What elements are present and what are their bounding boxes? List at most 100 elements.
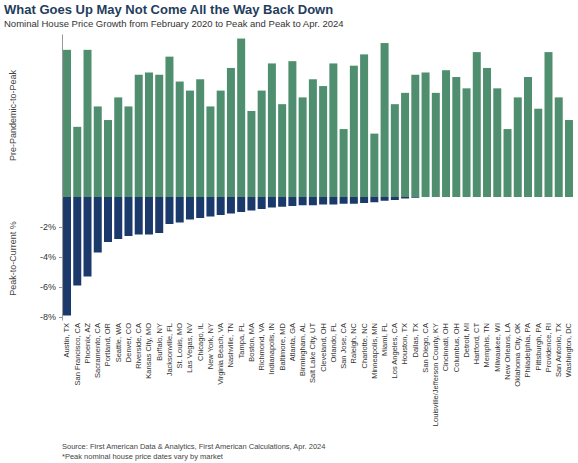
bar <box>340 197 348 204</box>
bar <box>422 197 430 198</box>
bar <box>227 68 235 197</box>
bar <box>237 197 245 212</box>
x-tick: Providence, RI <box>544 323 553 372</box>
y-axis-title: Pre-Pandemic-to-Peak <box>8 69 18 161</box>
bar <box>94 106 102 197</box>
bar <box>565 197 573 198</box>
x-tick: Dallas, TX <box>411 323 420 357</box>
bar <box>217 197 225 215</box>
tick-label: Washington, DC <box>564 322 573 377</box>
tick-label: Sacramento, CA <box>93 323 102 378</box>
bar <box>360 197 368 203</box>
tick-label: -8% <box>40 312 56 322</box>
bar <box>114 197 122 239</box>
bar <box>329 197 337 205</box>
bar <box>196 79 204 197</box>
bar <box>186 197 194 220</box>
bar <box>544 197 552 198</box>
bar <box>432 93 440 197</box>
x-tick: Richmond, VA <box>257 323 266 370</box>
tick-label: Louisville/Jefferson County, KY <box>431 323 440 426</box>
bar <box>483 197 491 198</box>
bar <box>493 88 501 197</box>
y-tick: -8% <box>40 312 62 322</box>
tick-label: Denver, CO <box>124 323 133 362</box>
bar <box>288 61 296 197</box>
bar <box>299 97 307 197</box>
bar <box>63 197 71 316</box>
bar <box>94 197 102 253</box>
bar <box>514 97 522 197</box>
x-tick: Hartford, CT <box>472 323 481 365</box>
bar <box>422 72 430 197</box>
tick-label: Los Angeles, CA <box>390 323 399 378</box>
x-tick: Philadelphia, PA <box>523 323 532 377</box>
bar <box>340 129 348 197</box>
bar <box>135 75 143 197</box>
bar <box>104 197 112 242</box>
tick-mark <box>59 257 62 258</box>
tick-label: Austin, TX <box>62 323 71 357</box>
bar <box>442 70 450 197</box>
tick-label: Las Vegas, NV <box>185 323 194 373</box>
bar <box>124 106 132 197</box>
bar <box>411 197 419 198</box>
bar <box>483 68 491 197</box>
tick-mark <box>59 227 62 228</box>
bar <box>319 86 327 197</box>
bar <box>504 197 512 198</box>
bar <box>401 93 409 197</box>
tick-label: Buffalo, NY <box>155 323 164 361</box>
bar <box>227 197 235 214</box>
tick-label: New York, NY <box>206 323 215 369</box>
tick-label: -4% <box>40 252 56 262</box>
bar <box>299 197 307 205</box>
tick-label: Oklahoma City, OK <box>513 323 522 387</box>
tick-label: Milwaukee, WI <box>493 323 502 372</box>
tick-label: Columbus, OH <box>452 323 461 372</box>
y-axis-top <box>62 35 63 198</box>
bar <box>473 197 481 198</box>
bar <box>135 197 143 235</box>
bar <box>452 77 460 197</box>
bar <box>350 66 358 197</box>
tick-label: Seattle, WA <box>114 323 123 362</box>
tick-label: San Antonio, TX <box>554 323 563 377</box>
bar <box>370 197 378 202</box>
x-tick: Tampa, FL <box>237 323 246 358</box>
tick-label: Jacksonville, FL <box>165 323 174 376</box>
tick-label: Providence, RI <box>544 323 553 372</box>
bar <box>504 129 512 197</box>
bar <box>268 63 276 197</box>
tick-label: Richmond, VA <box>257 323 266 370</box>
x-tick: Pittsburgh, PA <box>534 323 543 370</box>
footnote: *Peak nominal house price dates vary by … <box>62 452 224 461</box>
bar <box>165 57 173 197</box>
tick-label: Chicago, IL <box>196 323 205 361</box>
tick-label: Birmingham, AL <box>298 323 307 376</box>
bar <box>176 82 184 197</box>
x-tick: St. Louis, MO <box>175 323 184 369</box>
tick-label: Phoenix, AZ <box>83 323 92 364</box>
bar <box>370 134 378 197</box>
tick-mark <box>59 317 62 318</box>
bar <box>514 197 522 198</box>
x-tick: Louisville/Jefferson County, KY <box>431 323 440 426</box>
bar <box>381 197 389 201</box>
bar <box>288 197 296 206</box>
x-tick: San Francisco, CA <box>73 323 82 386</box>
bar <box>73 197 81 286</box>
x-tick: Orlando, FL <box>329 323 338 363</box>
y-axis-bottom: -2%-4%-6%-8% <box>40 198 63 323</box>
bar <box>278 197 286 207</box>
tick-label: Riverside, CA <box>134 323 143 369</box>
bar <box>473 52 481 197</box>
bar <box>329 63 337 197</box>
tick-label: Detroit, MI <box>462 323 471 358</box>
bar <box>145 72 153 197</box>
x-tick: San Jose, CA <box>339 323 348 369</box>
bar <box>391 197 399 200</box>
x-tick: Denver, CO <box>124 323 133 362</box>
bar <box>73 127 81 197</box>
x-tick: San Diego, CA <box>421 323 430 373</box>
